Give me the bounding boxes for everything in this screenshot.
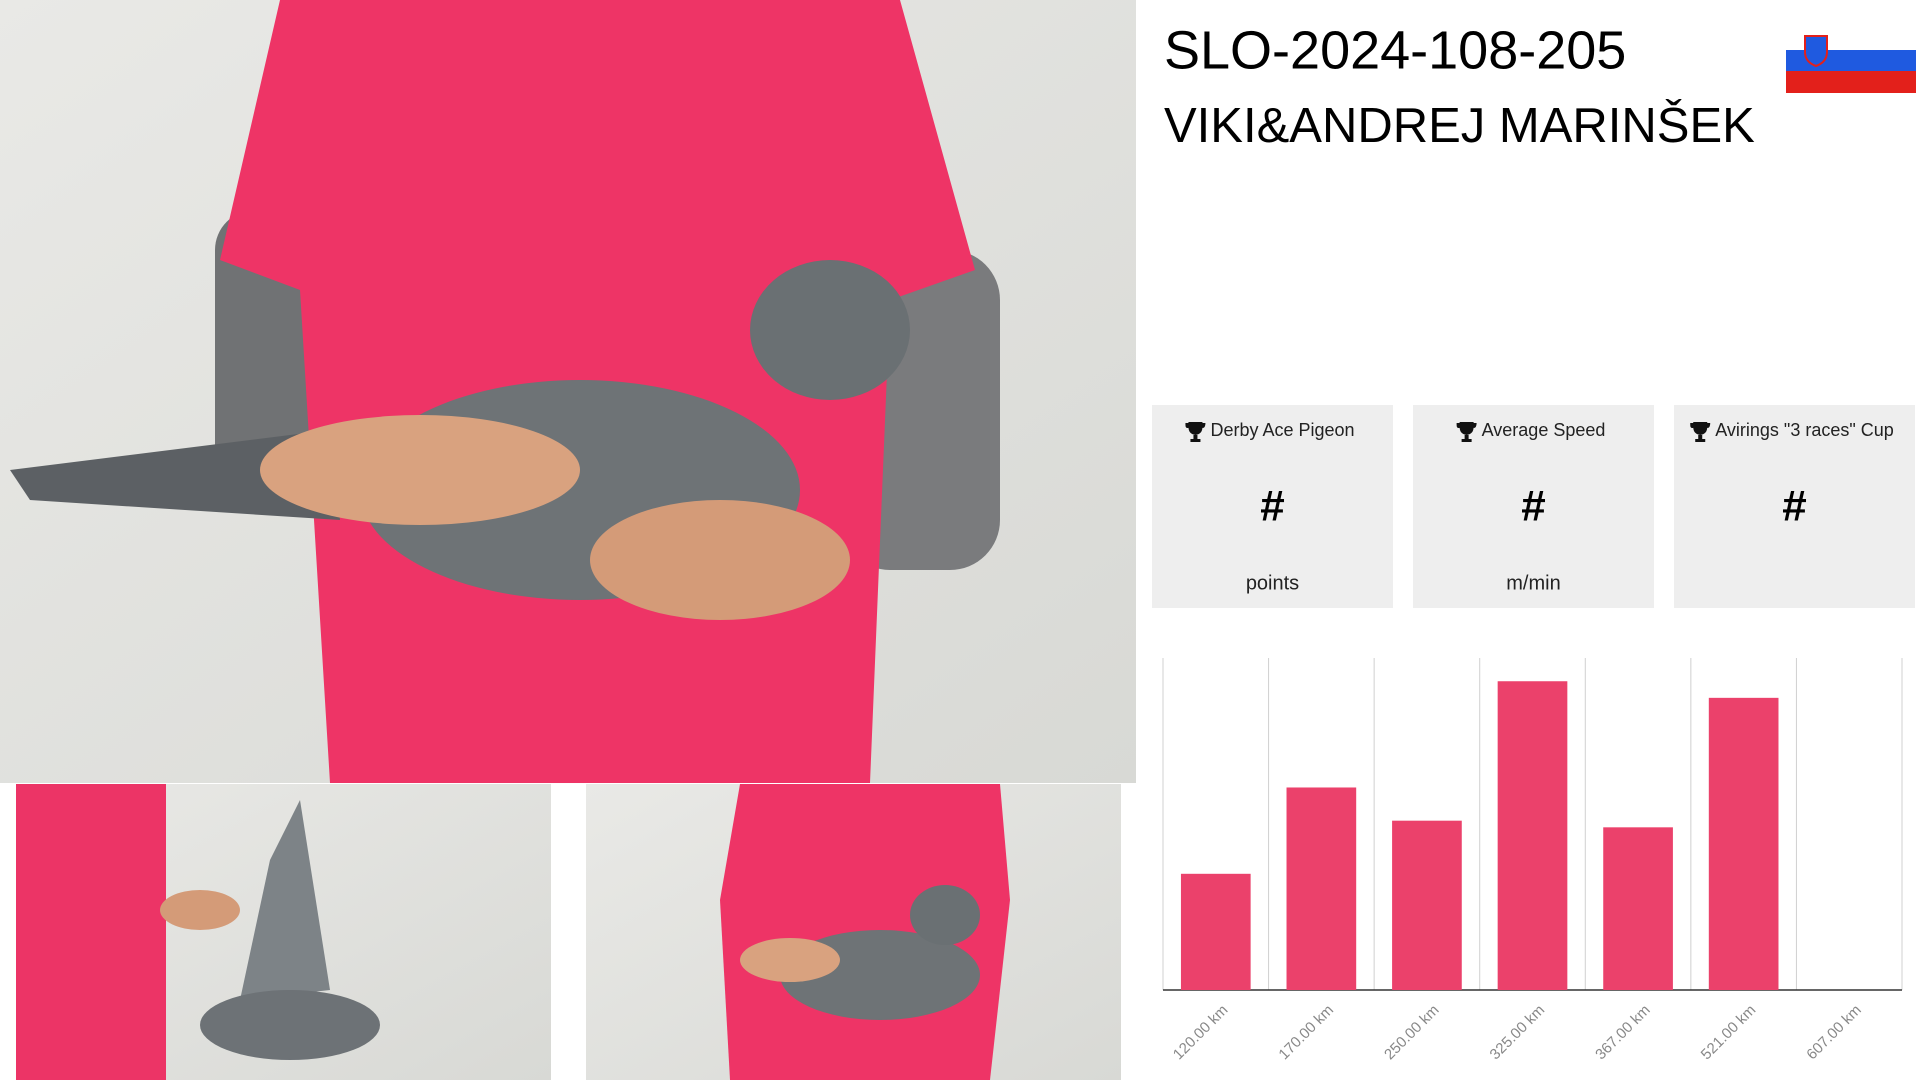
owner-name: VIKI&ANDREJ MARINŠEK <box>1164 99 1755 153</box>
card-bg <box>1152 405 1393 608</box>
bar <box>1286 787 1357 990</box>
x-tick-label: 521.00 km <box>1698 1002 1760 1064</box>
stat-card: Derby Ace Pigeon # points <box>1152 405 1393 608</box>
x-tick-label: 367.00 km <box>1592 1002 1654 1064</box>
card-value: # <box>1260 482 1284 531</box>
x-tick-label: 325.00 km <box>1487 1002 1549 1064</box>
bar <box>1392 820 1462 990</box>
slovenia-flag <box>1786 28 1916 93</box>
card-bg <box>1413 405 1654 608</box>
x-tick-label: 170.00 km <box>1275 1002 1337 1064</box>
x-tick-label: 250.00 km <box>1381 1002 1443 1064</box>
distance-chart: 120.00 km 170.00 km 250.00 km 325.00 km 367.… <box>1162 658 1903 1064</box>
card-unit: m/min <box>1506 572 1560 594</box>
stat-cards: Derby Ace Pigeon # points Average Speed # m/m… <box>1152 405 1915 608</box>
stat-card: Average Speed # m/min <box>1413 405 1654 608</box>
trophy-icon <box>1185 422 1206 442</box>
bar <box>1180 873 1251 990</box>
card-title: Average Speed <box>1482 420 1606 440</box>
card-unit: points <box>1246 572 1299 594</box>
side-photo <box>586 784 1121 1080</box>
wing-photo <box>16 784 551 1080</box>
card-value: # <box>1782 482 1806 531</box>
card-title: Derby Ace Pigeon <box>1210 420 1354 440</box>
bar <box>1603 827 1673 990</box>
bar <box>1708 697 1779 990</box>
card-value: # <box>1521 482 1545 531</box>
x-tick-label: 607.00 km <box>1803 1002 1865 1064</box>
trophy-icon <box>1456 422 1477 442</box>
ring-number: SLO-2024-108-205 <box>1164 20 1626 80</box>
stat-card: Avirings "3 races" Cup # <box>1674 405 1915 608</box>
card-title: Avirings "3 races" Cup <box>1715 420 1894 440</box>
trophy-icon <box>1690 422 1711 442</box>
bar <box>1497 681 1568 990</box>
main-photo <box>0 0 1136 783</box>
card-bg <box>1674 405 1915 608</box>
x-tick-label: 120.00 km <box>1170 1002 1232 1064</box>
